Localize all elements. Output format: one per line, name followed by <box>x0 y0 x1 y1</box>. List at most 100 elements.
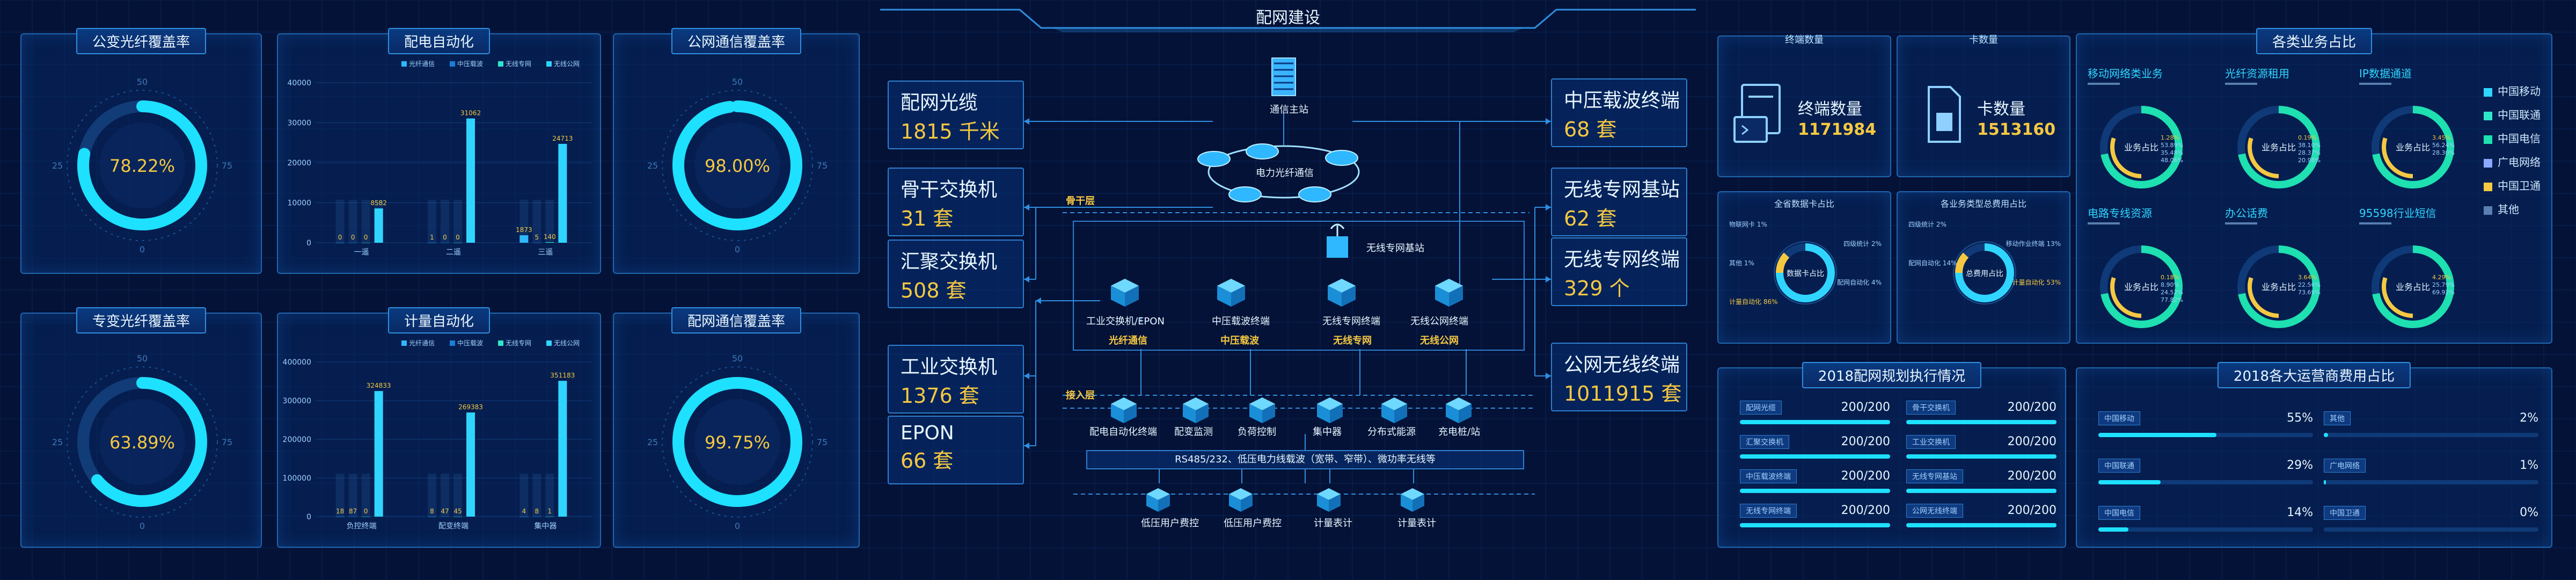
donut-center-label: 业务占比 <box>2124 142 2158 153</box>
access-node-icon <box>1459 404 1472 423</box>
stat-box-backbone-switch[interactable]: 骨干交换机 31 套 <box>888 168 1024 236</box>
donut-value-label: 22.56% <box>2298 281 2321 288</box>
legend-swatch <box>2484 111 2492 120</box>
bar <box>558 143 567 243</box>
progress-track <box>1906 523 2057 527</box>
stat-box-public-wireless[interactable]: 公网无线终端 1011915 套 <box>1551 343 1687 411</box>
bar-value-label: 1 <box>430 234 434 241</box>
mid-node-tag: 无线公网 <box>1420 335 1459 346</box>
stat-box-aggregation-switch[interactable]: 汇聚交换机 508 套 <box>888 240 1024 308</box>
server-icon <box>1733 84 1781 143</box>
gauge-outer-ring <box>662 366 813 518</box>
stat-label: EPON <box>901 422 954 444</box>
stat-box-wireless-terminal[interactable]: 无线专网终端 329 个 <box>1551 237 1687 306</box>
mid-node-icon <box>1231 286 1245 307</box>
stat-value: 66 套 <box>901 449 954 473</box>
router-icon <box>1228 186 1262 202</box>
progress-track <box>2324 527 2538 532</box>
business-donuts: 移动网络类业务业务占比1.28%53.89%35.48%48.06%光纤资源租用… <box>2088 67 2455 328</box>
progress-track <box>1740 454 1890 459</box>
stat-box-mv-carrier[interactable]: 中压载波终端 68 套 <box>1551 78 1687 147</box>
panel-title: 各类业务占比 <box>2256 28 2373 54</box>
bar-value-label: 351183 <box>550 372 575 379</box>
bar-value-label: 5 <box>535 234 539 241</box>
y-tick-label: 0 <box>306 239 311 248</box>
legend-label: 光纤通信 <box>409 339 435 347</box>
gauge-center <box>694 122 780 208</box>
mid-node-icon <box>1435 286 1449 307</box>
donut-center-label: 业务占比 <box>2396 282 2430 292</box>
legend-swatch <box>450 340 455 346</box>
stat-box-fiber[interactable]: 配网光缆 1815 千米 <box>888 81 1024 149</box>
gauge-arc <box>672 100 802 230</box>
bar-value-label: 0 <box>443 234 447 241</box>
mid-node-tag: 光纤通信 <box>1109 335 1147 346</box>
card-count-panel[interactable]: 卡数量 卡数量 1513160 <box>1897 34 2070 177</box>
bar-value-label: 0 <box>364 234 368 241</box>
legend-swatch <box>498 340 503 346</box>
pie-slice-label: 四级统计 2% <box>1843 240 1882 248</box>
donut-arc <box>2382 256 2444 318</box>
access-node-icon <box>1249 404 1262 423</box>
x-tick-label: 三遥 <box>538 248 553 257</box>
operator-label: 其他 <box>2324 411 2351 425</box>
card-value: 1513160 <box>1977 120 2056 139</box>
gauge-center <box>99 399 185 485</box>
access-node-icon <box>1111 404 1124 423</box>
plan-row: 配网光缆 200/200 <box>1740 401 1890 424</box>
operator-row: 中国电信 14% <box>2098 506 2313 532</box>
progress-fill <box>2098 433 2216 437</box>
operator-label: 中国电信 <box>2098 506 2140 520</box>
bar-value-label: 269383 <box>458 403 483 411</box>
bar-bg <box>441 200 449 243</box>
donut-title: 移动网络类业务 <box>2088 67 2163 80</box>
donut-value-label: 35.48% <box>2161 149 2183 156</box>
donut-value-label: 1.28% <box>2161 134 2179 141</box>
donut-center-label: 业务占比 <box>2262 142 2296 153</box>
access-node-label: 配变监测 <box>1174 426 1213 438</box>
donut-title: IP数据通道 <box>2359 67 2412 80</box>
arrow-head <box>1546 373 1551 379</box>
access-node-icon <box>1381 404 1394 423</box>
chart-title: 计量自动化 <box>387 307 491 334</box>
mid-node-icon <box>1328 286 1342 307</box>
mid-node-icon <box>1111 286 1125 307</box>
plan-item-value: 200/200 <box>2007 504 2057 517</box>
bar-bg <box>441 474 449 517</box>
progress-track <box>1740 523 1890 527</box>
mid-node-icon <box>1125 286 1139 307</box>
gauge-title: 配网通信覆盖率 <box>671 307 802 334</box>
donut-center-label: 业务占比 <box>2124 282 2158 292</box>
page-title: 配网建设 <box>1256 9 1320 27</box>
bar-bg <box>453 200 462 243</box>
plan-item-value: 200/200 <box>1841 504 1890 517</box>
donut-arc <box>2248 256 2310 318</box>
stat-value: 1815 千米 <box>901 120 1000 143</box>
plan-row: 无线专网终端 200/200 <box>1740 504 1890 527</box>
arrow-head <box>1546 204 1551 211</box>
bar-value-label: 8 <box>535 508 539 515</box>
terminal-count-panel[interactable]: 终端数量 终端数量 1171984 <box>1717 34 1891 177</box>
fiber-ring <box>1208 145 1360 199</box>
stat-box-epon[interactable]: EPON 66 套 <box>888 416 1024 484</box>
progress-track <box>2324 480 2538 484</box>
gauge-title: 公网通信覆盖率 <box>671 28 802 54</box>
gauge-ring: 63.89% 50 25 75 0 <box>52 353 232 531</box>
stat-value: 1376 套 <box>901 384 979 408</box>
donut-value-label: 0.18% <box>2161 274 2179 281</box>
stat-box-industrial-switch[interactable]: 工业交换机 1376 套 <box>888 345 1024 414</box>
stat-label: 配网光缆 <box>901 92 978 114</box>
legend-label: 中国卫通 <box>2498 179 2541 192</box>
arrow-head <box>1546 118 1551 125</box>
legend-label: 中国电信 <box>2498 132 2541 145</box>
pie-slice-label: 物联网卡 1% <box>1729 221 1767 228</box>
access-layer-label: 接入层 <box>1066 390 1095 401</box>
access-node-label: 配电自动化终端 <box>1089 426 1157 438</box>
mid-node-label: 工业交换机/EPON <box>1086 316 1165 327</box>
stat-box-wireless-base[interactable]: 无线专网基站 62 套 <box>1551 168 1687 236</box>
bar <box>558 381 567 517</box>
gauge-tick: 25 <box>647 437 658 447</box>
y-tick-label: 10000 <box>287 199 311 208</box>
mid-node-icon <box>1217 286 1231 307</box>
legend-label: 无线专网 <box>506 60 531 68</box>
